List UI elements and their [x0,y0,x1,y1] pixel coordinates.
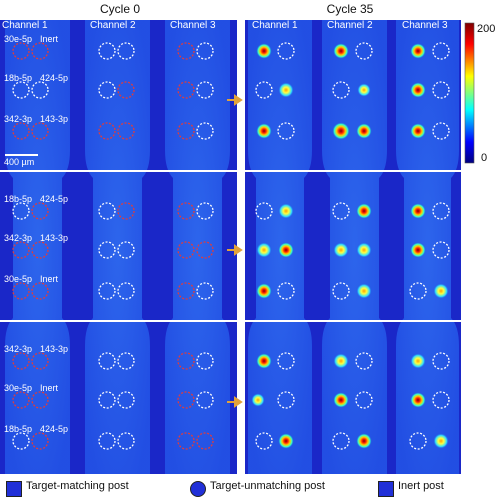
row2-label-b: 424-5p [40,194,69,204]
ch1-right: Channel 1 [252,20,298,31]
row1-label-b: Inert [40,34,59,44]
left-channels [5,20,230,474]
row3-label-a: 342-3p [4,344,33,354]
legend-target-matching-swatch [6,481,22,497]
row1-label-e: 342-3p [4,114,33,124]
right-hotspots [251,43,449,449]
ch1-left: Channel 1 [2,20,48,31]
row2-label-e: 30e-5p [4,274,33,284]
row3-label-e: 18b-5p [4,424,33,434]
legend-target-unmatching-swatch [190,481,206,497]
ch2-left: Channel 2 [90,20,136,31]
ch3-right: Channel 3 [402,20,448,31]
ch2-right: Channel 2 [327,20,373,31]
legend: Target-matching post Target-unmatching p… [0,476,499,501]
legend-target-unmatching-label: Target-unmatching post [210,480,325,492]
row1-label-a: 30e-5p [4,34,33,44]
row2-label-d: 143-3p [40,233,69,243]
colorbar-max: 200 [477,23,496,35]
arrow-icons [227,94,243,408]
row3-label-b: 143-3p [40,344,69,354]
row1-label-f: 143-3p [40,114,69,124]
cycle35-title: Cycle 35 [326,2,374,16]
row3-label-d: Inert [40,383,59,393]
row2-label-f: Inert [40,274,59,284]
row1-label-c: 18b-5p [4,73,33,83]
left-posts [12,42,214,450]
row3-label-f: 424-5p [40,424,69,434]
figure [0,20,475,474]
row3-label-c: 30e-5p [4,383,33,393]
colorbar [464,22,475,164]
legend-target-matching-label: Target-matching post [26,480,129,492]
row1-label-d: 424-5p [40,73,69,83]
right-posts [255,42,450,450]
row2-label-c: 342-3p [4,233,33,243]
cycle0-title: Cycle 0 [99,2,140,16]
ch3-left: Channel 3 [170,20,216,31]
row2-label-a: 18b-5p [4,194,33,204]
legend-inert-label: Inert post [398,480,444,492]
scale-bar-label: 400 µm [4,157,35,167]
legend-inert-swatch [378,481,394,497]
colorbar-min: 0 [481,152,488,164]
